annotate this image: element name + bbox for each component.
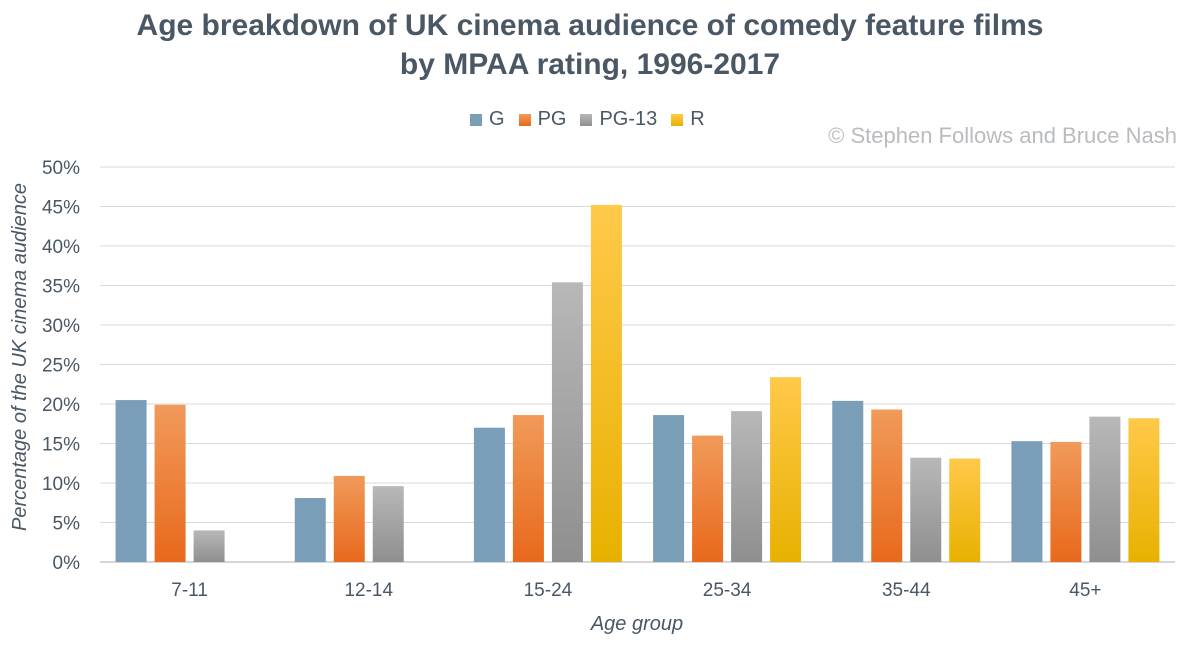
bar-pg13-35-44 [910,457,942,562]
chart-title: Age breakdown of UK cinema audience of c… [0,6,1180,84]
x-tick-label: 12-14 [344,580,393,601]
bar-g-7-11 [115,400,147,562]
bar-pg-25-34 [692,435,724,562]
bar-g-12-14 [294,498,326,562]
y-tick-label: 30% [42,316,80,337]
bar-pg13-45plus [1089,416,1121,562]
legend-swatch-g [470,113,482,126]
y-tick-label: 5% [53,514,81,535]
y-axis-title: Percentage of the UK cinema audience [9,183,31,531]
y-tick-label: 10% [42,474,80,495]
legend-swatch-pg13 [580,113,593,126]
x-tick-label: 35-44 [882,580,931,601]
x-tick-label: 45+ [1069,580,1101,601]
legend-label-pg13: PG-13 [599,108,658,130]
bar-g-15-24 [473,427,505,562]
bar-r-15-24 [590,204,622,563]
copyright-watermark: © Stephen Follows and Bruce Nash [828,123,1177,148]
legend-item-pg: PG [518,108,567,131]
y-tick-labels: 0% 5% 10% 15% 20% 25% 30% 35% 40% 45% 50% [42,158,80,574]
x-tick-label: 7-11 [171,580,208,601]
bar-r-45plus [1128,418,1160,562]
legend-swatch-r [671,113,684,126]
bar-pg13-12-14 [372,486,404,562]
legend-item-r: R [671,108,705,131]
bar-pg-7-11 [154,404,186,562]
bar-g-25-34 [653,415,685,562]
x-tick-label: 25-34 [703,580,752,601]
legend-swatch-pg [518,113,531,126]
bar-g-35-44 [832,400,864,562]
bar-pg-45plus [1050,441,1082,562]
y-tick-label: 40% [42,237,80,258]
legend-item-pg13: PG-13 [580,108,657,131]
y-tick-label: 20% [42,395,80,416]
bar-pg13-7-11 [193,530,225,562]
x-tick-labels: 7-11 12-14 15-24 25-34 35-44 45+ [171,580,1101,601]
legend-label-r: R [690,108,705,130]
chart-title-line-2: by MPAA rating, 1996-2017 [399,48,781,81]
bar-g-45plus [1011,441,1043,562]
y-tick-label: 45% [42,198,80,219]
x-tick-label: 15-24 [524,580,573,601]
bar-r-25-34 [770,377,802,562]
legend-item-g: G [470,108,505,131]
bar-r-35-44 [949,458,981,562]
y-tick-label: 25% [42,356,80,377]
y-tick-label: 15% [42,435,80,456]
bar-pg-15-24 [512,415,544,562]
y-tick-label: 50% [42,158,80,179]
gridlines [100,166,1175,563]
chart-title-line-1: Age breakdown of UK cinema audience of c… [136,9,1044,42]
bar-pg-35-44 [871,409,903,562]
bar-pg-12-14 [333,475,365,562]
y-tick-label: 35% [42,277,80,298]
bars [115,204,1160,563]
y-tick-label: 0% [53,553,81,574]
legend-label-g: G [489,108,505,130]
x-axis-title: Age group [590,613,683,635]
bar-pg13-25-34 [731,411,763,562]
chart-legend: G PG PG-13 R [470,108,705,131]
legend-label-pg: PG [537,108,567,130]
bar-pg13-15-24 [551,282,583,562]
